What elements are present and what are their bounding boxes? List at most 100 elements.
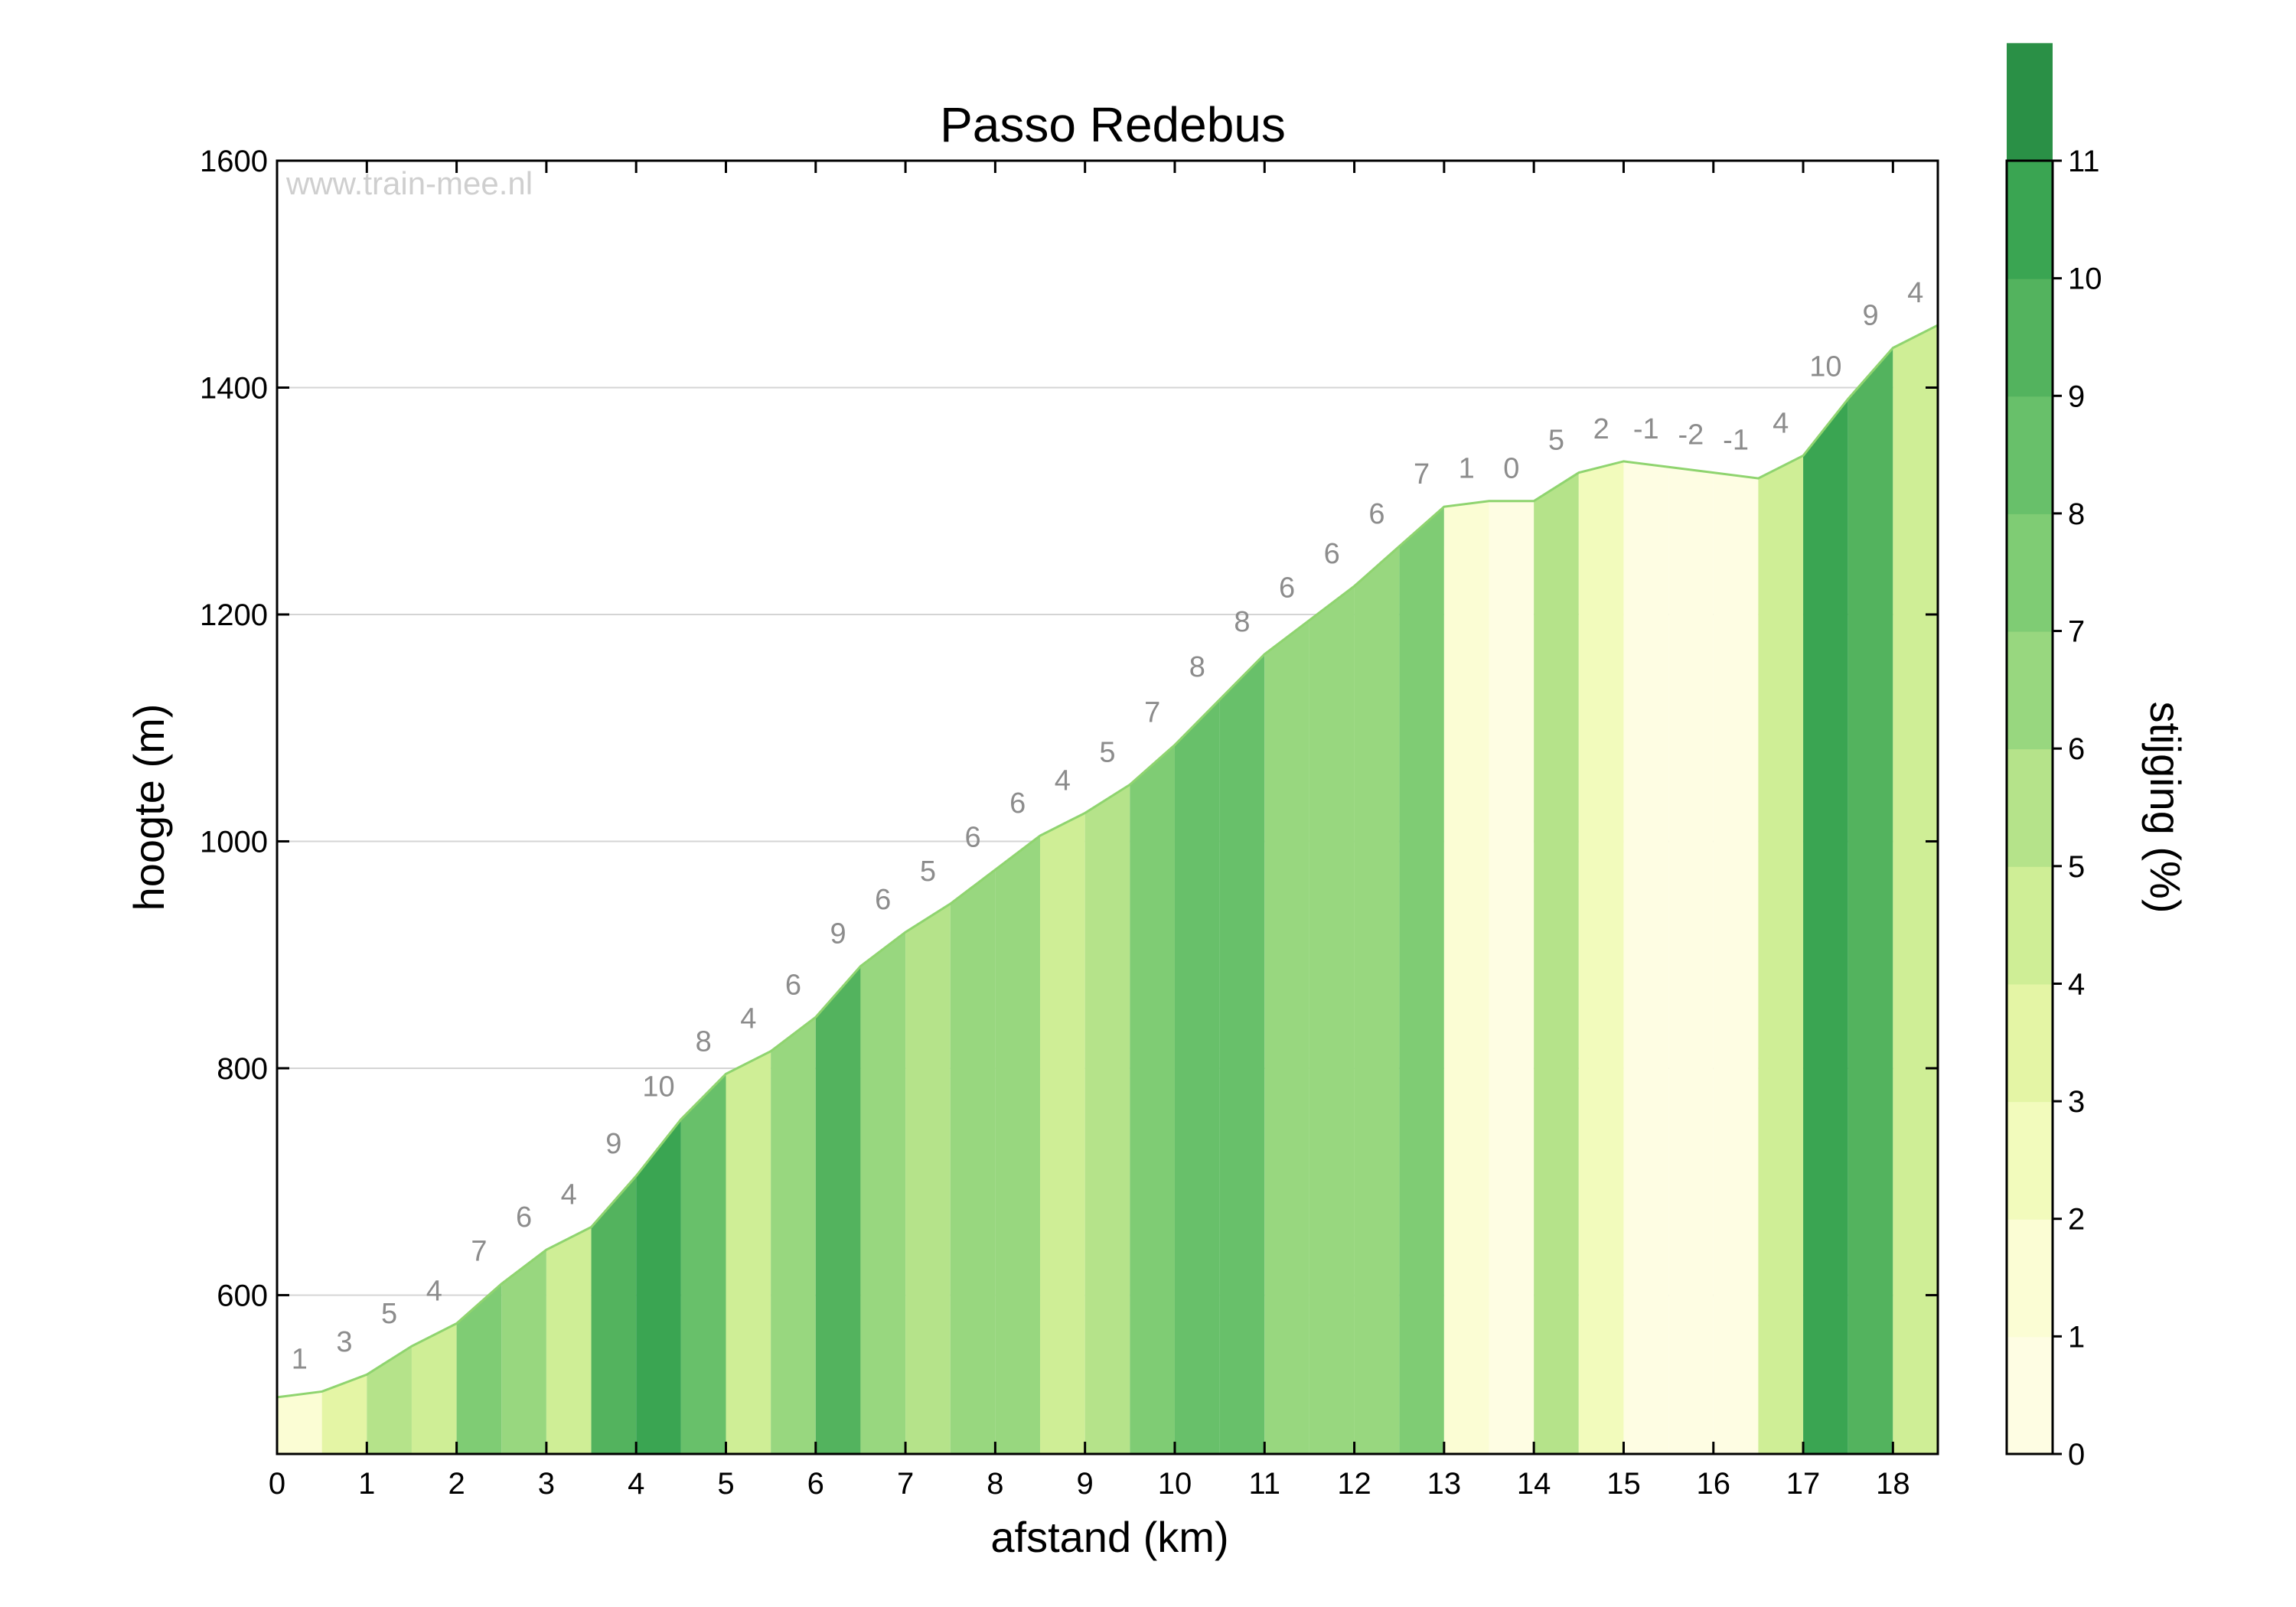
grade-segment bbox=[1713, 472, 1759, 1454]
colorbar-band bbox=[2007, 1336, 2053, 1455]
x-tick-label: 3 bbox=[538, 1467, 555, 1501]
grade-label: 6 bbox=[964, 822, 980, 854]
colorbar-tick-label: 2 bbox=[2068, 1203, 2085, 1237]
grade-segment bbox=[950, 869, 996, 1454]
y-tick-label: 1400 bbox=[200, 371, 268, 405]
plot-frame bbox=[276, 159, 1939, 1455]
grade-label: 6 bbox=[1324, 538, 1340, 570]
grade-segment bbox=[367, 1346, 412, 1454]
y-tick-label: 1200 bbox=[200, 598, 268, 632]
grade-segment bbox=[1443, 500, 1489, 1454]
grade-segment bbox=[1623, 461, 1669, 1455]
colorbar bbox=[2007, 43, 2053, 1455]
colorbar-band bbox=[2007, 983, 2053, 1103]
x-tick-label: 13 bbox=[1427, 1467, 1462, 1501]
grade-label: 5 bbox=[920, 856, 936, 888]
colorbar-tick-label: 10 bbox=[2068, 262, 2102, 296]
x-tick-label: 10 bbox=[1158, 1467, 1192, 1501]
colorbar-band bbox=[2007, 631, 2053, 750]
x-tick-label: 6 bbox=[807, 1467, 824, 1501]
x-tick-label: 1 bbox=[358, 1467, 375, 1501]
x-tick-label: 2 bbox=[448, 1467, 465, 1501]
grade-label: 5 bbox=[1099, 736, 1115, 768]
grade-segment bbox=[321, 1374, 367, 1454]
grade-segment bbox=[546, 1227, 592, 1454]
grade-label: 6 bbox=[785, 969, 801, 1001]
grade-segment bbox=[680, 1074, 726, 1454]
colorbar-band bbox=[2007, 161, 2053, 279]
grade-label: 9 bbox=[605, 1128, 621, 1160]
grade-segment bbox=[1084, 784, 1130, 1454]
grade-segment bbox=[1578, 461, 1624, 1455]
grade-segment bbox=[995, 836, 1041, 1454]
grade-label: 1 bbox=[1459, 453, 1475, 485]
colorbar-band bbox=[2007, 278, 2053, 397]
grade-segment bbox=[1893, 324, 1938, 1454]
grade-label: 5 bbox=[381, 1298, 397, 1330]
colorbar-band bbox=[2007, 43, 2053, 162]
grade-segment bbox=[860, 932, 906, 1454]
watermark: www.train-mee.nl bbox=[285, 165, 533, 201]
grade-label: 1 bbox=[292, 1343, 308, 1375]
grade-label: 4 bbox=[1773, 407, 1789, 439]
grade-segment bbox=[815, 966, 861, 1454]
grade-label: 4 bbox=[561, 1179, 577, 1211]
grade-label: 6 bbox=[1009, 787, 1026, 820]
x-tick-label: 4 bbox=[628, 1467, 644, 1501]
grade-label: 6 bbox=[1279, 572, 1295, 604]
y-tick-label: 1600 bbox=[200, 145, 268, 178]
x-tick-label: 15 bbox=[1606, 1467, 1641, 1501]
colorbar-tick-label: 3 bbox=[2068, 1085, 2085, 1119]
grade-label: 7 bbox=[1414, 458, 1430, 491]
y-axis-ticks: 600 800 1000 1200 1400 1600 bbox=[200, 145, 1938, 1312]
grade-segment bbox=[636, 1119, 681, 1454]
colorbar-band bbox=[2007, 1101, 2053, 1220]
grade-segment bbox=[1130, 745, 1175, 1454]
grade-label: 9 bbox=[1862, 300, 1878, 332]
colorbar-label: stijging (%) bbox=[2141, 702, 2190, 914]
colorbar-tick-label: 5 bbox=[2068, 850, 2085, 884]
grade-label: 10 bbox=[642, 1071, 674, 1103]
grade-segment bbox=[1399, 507, 1444, 1454]
grade-label: 7 bbox=[471, 1236, 487, 1268]
colorbar-band bbox=[2007, 396, 2053, 514]
grade-segment bbox=[277, 1391, 322, 1454]
grade-segment bbox=[771, 1017, 816, 1454]
grade-segment bbox=[456, 1283, 502, 1454]
grade-segment bbox=[1040, 813, 1085, 1454]
grade-segment bbox=[1174, 699, 1220, 1454]
colorbar-tick-label: 11 bbox=[2068, 145, 2100, 178]
grade-label: 6 bbox=[1368, 498, 1384, 530]
colorbar-band bbox=[2007, 748, 2053, 867]
grade-segment bbox=[1309, 585, 1355, 1454]
x-tick-label: 5 bbox=[717, 1467, 734, 1501]
chart-title: Passo Redebus bbox=[940, 97, 1286, 152]
grade-label: 8 bbox=[1234, 606, 1250, 638]
x-tick-label: 0 bbox=[269, 1467, 285, 1501]
grade-label: 2 bbox=[1593, 413, 1609, 445]
grade-segment bbox=[1264, 620, 1309, 1454]
x-tick-label: 17 bbox=[1786, 1467, 1821, 1501]
colorbar-tick-label: 1 bbox=[2068, 1320, 2085, 1354]
colorbar-tick-label: 8 bbox=[2068, 497, 2085, 531]
x-tick-label: 16 bbox=[1697, 1467, 1731, 1501]
grade-segment bbox=[726, 1051, 771, 1454]
colorbar-ticks: 0 1 2 3 4 5 6 7 8 9 10 11 bbox=[2053, 145, 2102, 1472]
grade-segment bbox=[411, 1323, 457, 1454]
colorbar-tick-label: 9 bbox=[2068, 380, 2085, 413]
grade-segment bbox=[1534, 472, 1579, 1454]
grade-label: 4 bbox=[1055, 764, 1071, 797]
grade-label: 10 bbox=[1809, 350, 1841, 383]
grade-segment bbox=[1354, 546, 1400, 1454]
grade-segment bbox=[905, 904, 951, 1454]
grade-segment bbox=[1803, 399, 1848, 1454]
grade-label: 5 bbox=[1548, 425, 1564, 457]
x-tick-label: 12 bbox=[1337, 1467, 1371, 1501]
grade-label: 6 bbox=[875, 884, 891, 916]
grade-label: -2 bbox=[1678, 419, 1704, 451]
x-tick-label: 7 bbox=[897, 1467, 914, 1501]
grade-label: 8 bbox=[1189, 651, 1205, 683]
x-axis-label: afstand (km) bbox=[990, 1513, 1228, 1561]
